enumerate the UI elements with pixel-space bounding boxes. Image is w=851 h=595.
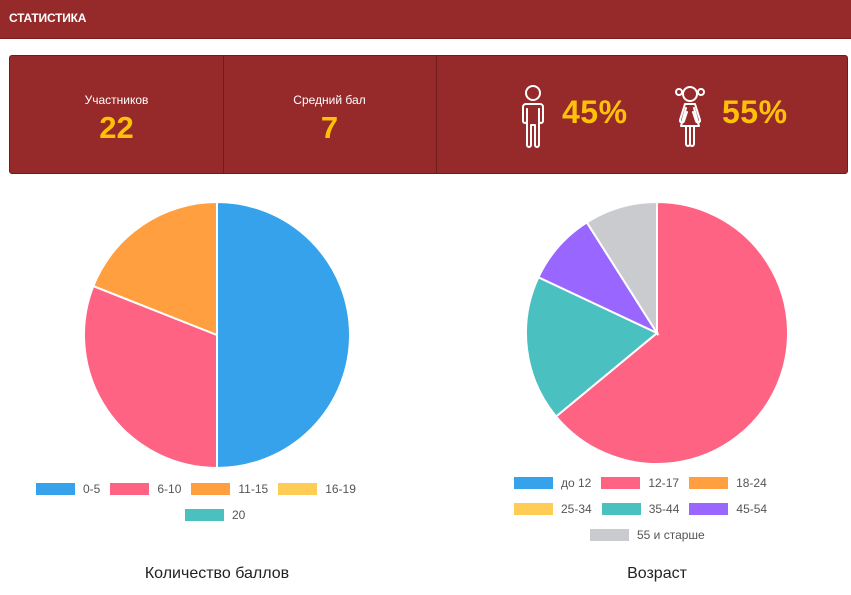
legend-item[interactable]: 20 [185, 508, 245, 522]
legend-swatch [601, 477, 641, 489]
legend-item[interactable]: 25-34 [514, 502, 592, 516]
legend-item[interactable]: 6-10 [110, 482, 181, 496]
age-legend-row-1: до 12 12-17 18-24 [514, 476, 767, 490]
legend-label: 55 и старше [637, 528, 705, 542]
average-score-value: 7 [320, 110, 339, 145]
page-title: СТАТИСТИКА [9, 11, 87, 25]
legend-label: 0-5 [83, 482, 101, 496]
male-percent: 45% [562, 94, 628, 130]
legend-swatch [514, 503, 553, 515]
legend-swatch [514, 477, 553, 489]
average-score-stat: Средний бал 7 [223, 56, 437, 173]
age-legend-row-3: 55 и старше [590, 528, 705, 542]
legend-label: 12-17 [648, 476, 680, 490]
average-score-label: Средний бал [293, 93, 366, 107]
legend-item[interactable]: 18-24 [689, 476, 767, 490]
score-legend-row-1: 0-5 6-10 11-15 16-19 [36, 482, 356, 496]
legend-label: 35-44 [648, 502, 680, 516]
male-person-icon [522, 85, 544, 148]
legend-label: до 12 [561, 476, 592, 490]
legend-swatch [601, 503, 641, 515]
legend-swatch [590, 529, 629, 541]
legend-label: 16-19 [325, 482, 356, 496]
participants-label: Участников [84, 93, 149, 107]
legend-swatch [278, 483, 318, 495]
legend-swatch [110, 483, 150, 495]
pie-slice-12-17[interactable] [554, 201, 789, 465]
legend-item[interactable]: 16-19 [278, 482, 356, 496]
pie-slice-35-44[interactable] [525, 275, 659, 418]
legend-item[interactable]: 11-15 [191, 482, 268, 496]
legend-label: 18-24 [736, 476, 767, 490]
legend-label: 6-10 [157, 482, 182, 496]
pie-slice-11-15[interactable] [92, 201, 218, 337]
participants-stat: Участников 22 [10, 56, 224, 173]
pie-slice-55 и старше[interactable] [585, 201, 658, 337]
stats-panel: Участников 22 Средний бал 7 45% [9, 55, 848, 174]
legend-item[interactable]: 12-17 [601, 476, 679, 490]
female-person-icon [675, 86, 705, 147]
legend-swatch [191, 483, 231, 495]
score-pie-chart [83, 201, 351, 469]
legend-swatch [36, 483, 75, 495]
age-pie-chart [525, 201, 789, 465]
legend-item[interactable]: 45-54 [689, 502, 767, 516]
gender-stat: 45% 55% [436, 56, 847, 173]
score-chart-title: Количество баллов [144, 565, 290, 582]
female-percent: 55% [722, 94, 788, 130]
legend-item[interactable]: 55 и старше [590, 528, 705, 542]
legend-label: 11-15 [238, 482, 269, 496]
page-header: СТАТИСТИКА [0, 0, 851, 39]
legend-swatch [689, 477, 729, 489]
legend-label: 25-34 [561, 502, 592, 516]
age-legend-row-2: 25-34 35-44 45-54 [514, 502, 767, 516]
legend-swatch [689, 503, 729, 515]
legend-label: 20 [232, 508, 246, 522]
legend-label: 45-54 [736, 502, 768, 516]
participants-value: 22 [99, 110, 134, 145]
pie-slice-0-5[interactable] [216, 201, 351, 469]
legend-item[interactable]: 35-44 [601, 502, 680, 516]
legend-item[interactable]: до 12 [514, 476, 591, 490]
age-chart-title: Возраст [627, 565, 687, 582]
score-legend-row-2: 20 [185, 508, 245, 522]
legend-swatch [185, 509, 224, 521]
legend-item[interactable]: 0-5 [36, 482, 100, 496]
pie-slice-6-10[interactable] [83, 284, 218, 469]
